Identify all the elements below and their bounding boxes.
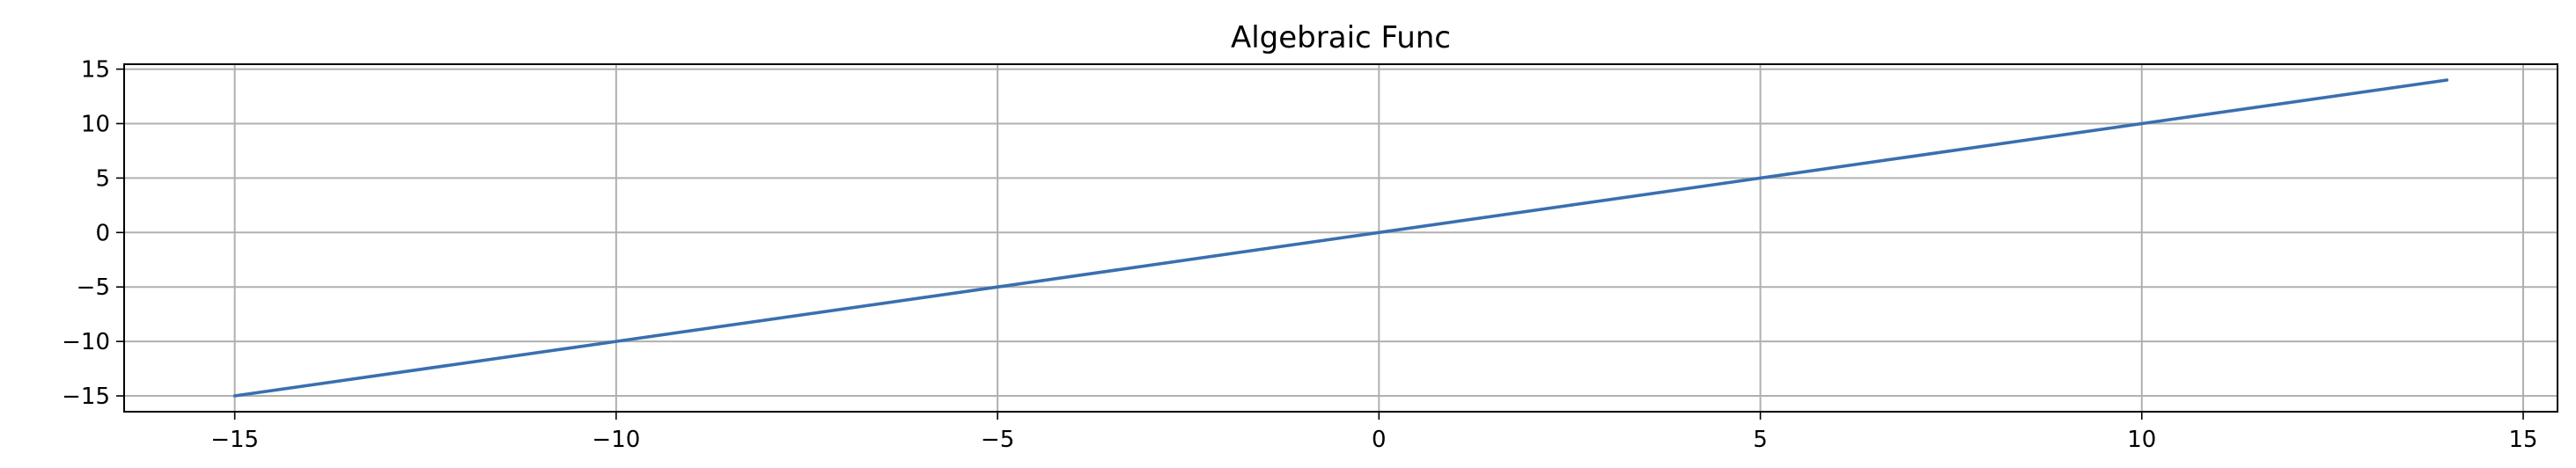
series-layer bbox=[232, 78, 2449, 398]
y-tick-label: −15 bbox=[62, 384, 110, 410]
series-line bbox=[232, 78, 2449, 398]
x-tick-label: 5 bbox=[1753, 427, 1768, 453]
y-tick-label: 5 bbox=[95, 165, 110, 192]
y-tick-label: 15 bbox=[81, 57, 110, 84]
y-tick-label: 0 bbox=[95, 220, 110, 246]
y-axis-ticks: −15 −10 −5 0 5 10 15 bbox=[62, 57, 124, 410]
x-tick-label: −10 bbox=[592, 427, 640, 453]
y-tick-label: −5 bbox=[77, 274, 110, 301]
x-tick-label: −5 bbox=[981, 427, 1014, 453]
plot-area-frame bbox=[123, 63, 2558, 413]
x-tick-label: 15 bbox=[2508, 427, 2537, 453]
x-axis-ticks: −15 −10 −5 0 5 10 15 bbox=[210, 412, 2538, 453]
x-tick-label: 10 bbox=[2127, 427, 2156, 453]
x-tick-label: −15 bbox=[210, 427, 259, 453]
y-tick-label: 10 bbox=[81, 111, 110, 137]
x-tick-label: 0 bbox=[1372, 427, 1387, 453]
y-tick-label: −10 bbox=[62, 329, 110, 355]
chart-title: Algebraic Func bbox=[1231, 20, 1451, 55]
